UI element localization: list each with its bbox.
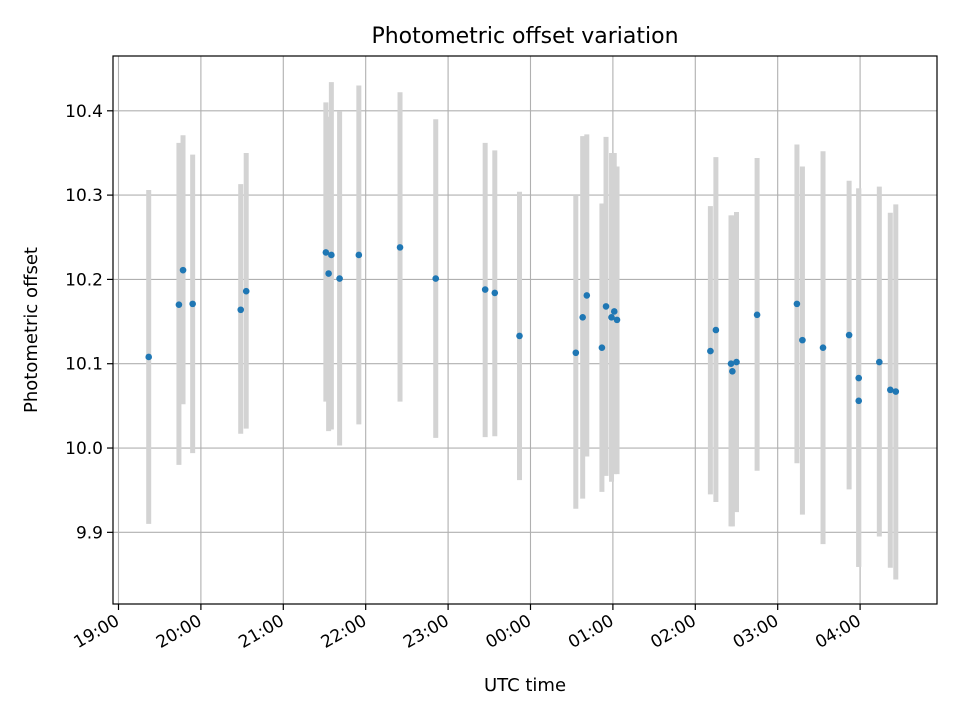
x-axis-label: UTC time xyxy=(484,675,566,696)
y-axis-label: Photometric offset xyxy=(21,247,42,413)
data-point xyxy=(855,397,863,405)
data-point xyxy=(855,374,863,382)
data-point xyxy=(396,244,404,251)
data-point xyxy=(892,388,900,395)
data-points xyxy=(145,244,900,405)
data-point xyxy=(753,311,761,319)
y-axis-ticks: 9.9 10.0 10.1 10.2 10.3 10.4 xyxy=(65,102,113,543)
data-point xyxy=(876,358,883,366)
y-tick-label: 9.9 xyxy=(76,523,103,543)
x-tick-label: 19:00 xyxy=(71,611,123,653)
x-tick-label: 21:00 xyxy=(235,611,287,653)
x-tick-label: 01:00 xyxy=(565,611,617,653)
data-point xyxy=(145,353,153,361)
data-point xyxy=(819,344,827,352)
data-point xyxy=(179,266,187,274)
x-tick-label: 03:00 xyxy=(730,611,782,653)
data-point xyxy=(189,300,196,308)
x-tick-label: 02:00 xyxy=(647,611,699,653)
data-point xyxy=(799,336,806,344)
data-point xyxy=(610,308,618,315)
y-tick-label: 10.0 xyxy=(65,439,103,459)
chart-title: Photometric offset variation xyxy=(371,24,678,49)
data-point xyxy=(325,270,332,277)
plot-frame xyxy=(112,55,938,605)
data-point xyxy=(707,347,714,355)
x-tick-label: 22:00 xyxy=(318,611,370,653)
data-point xyxy=(583,292,591,299)
grid xyxy=(113,56,937,604)
x-tick-label: 23:00 xyxy=(400,611,452,653)
data-point xyxy=(242,287,250,295)
data-point xyxy=(608,314,615,321)
data-point xyxy=(727,360,735,368)
data-point xyxy=(491,289,499,297)
data-point xyxy=(712,326,720,334)
data-point xyxy=(613,316,621,324)
x-tick-label: 04:00 xyxy=(812,611,864,653)
data-point xyxy=(572,349,580,357)
data-point xyxy=(237,306,245,314)
y-tick-label: 10.3 xyxy=(65,186,103,206)
data-point xyxy=(793,300,801,308)
error-bars xyxy=(146,82,899,580)
x-tick-label: 20:00 xyxy=(153,611,205,653)
data-point xyxy=(175,301,183,309)
data-point xyxy=(355,251,363,259)
data-point xyxy=(598,344,606,352)
data-point xyxy=(602,303,610,310)
data-point xyxy=(322,249,330,256)
data-point xyxy=(579,314,586,321)
y-tick-label: 10.1 xyxy=(65,355,103,375)
data-point xyxy=(733,358,740,366)
x-tick-label: 00:00 xyxy=(483,611,535,653)
data-point xyxy=(481,286,489,293)
data-point xyxy=(516,332,523,340)
data-point xyxy=(328,251,335,259)
y-tick-label: 10.2 xyxy=(65,270,103,290)
data-point xyxy=(432,275,440,282)
data-point xyxy=(729,368,736,375)
data-point xyxy=(336,275,343,282)
data-point xyxy=(845,331,853,339)
data-point xyxy=(887,386,894,394)
y-tick-label: 10.4 xyxy=(65,102,103,122)
x-axis-ticks: 19:00 20:00 21:00 22:00 23:00 00:00 01:00 02:00… xyxy=(71,604,865,653)
